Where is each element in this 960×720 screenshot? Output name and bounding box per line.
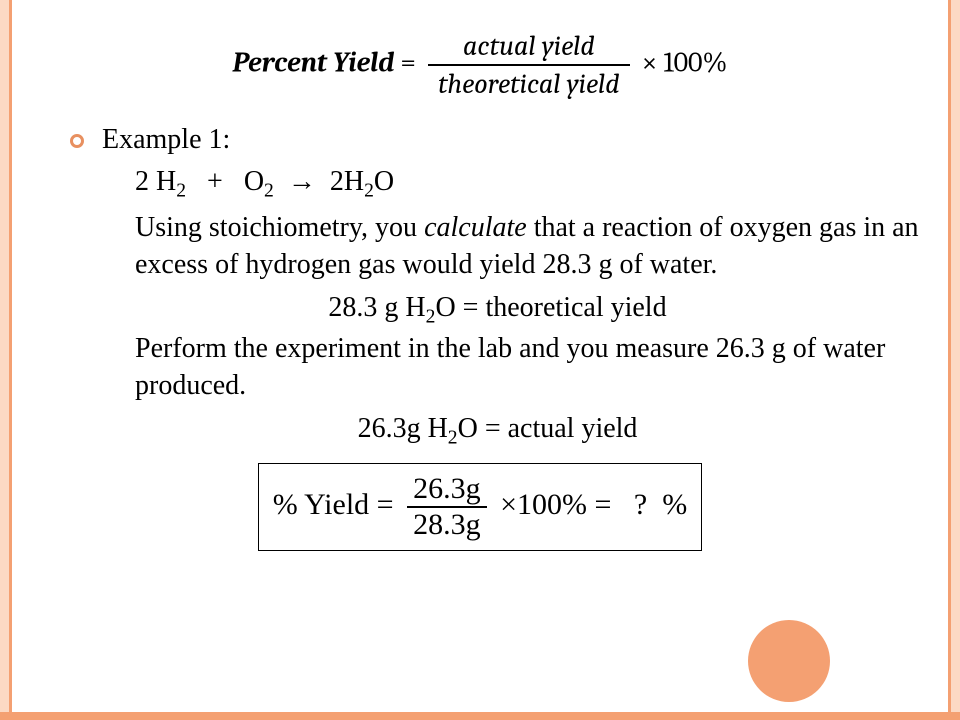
example-body: 2 H2 + O2 → 2H2O Using stoichiometry, yo… [40,164,920,284]
formula-fraction: actual yield theoretical yield [428,30,630,100]
formula-denominator: theoretical yield [428,64,630,100]
box-den: 28.3g [407,506,487,542]
box-fraction: 26.3g 28.3g [407,472,487,542]
box-num: 26.3g [407,472,487,506]
yield-calculation-box: % Yield = 26.3g 28.3g ×100% = ? % [258,463,702,551]
formula-numerator: actual yield [428,30,630,64]
paragraph-experiment: Perform the experiment in the lab and yo… [40,331,920,405]
box-rhs: ? % [619,488,687,521]
formula-times: × 100% [642,47,728,79]
frame-right [948,0,960,720]
example-heading: Example 1: [102,124,230,156]
actual-yield-line: 26.3g H2O = actual yield [135,411,860,451]
example-bullet: Example 1: [40,124,920,156]
slide-content: Percent Yield = actual yield theoretical… [40,20,920,700]
formula-lhs: Percent Yield [233,47,395,79]
box-mid: ×100% = [500,488,611,521]
percent-yield-formula: Percent Yield = actual yield theoretical… [40,30,920,100]
chemical-equation: 2 H2 + O2 → 2H2O [135,164,920,204]
frame-left [0,0,12,720]
frame-bottom [0,712,960,720]
bullet-icon [70,134,84,148]
paragraph-stoichiometry: Using stoichiometry, you calculate that … [135,210,920,284]
formula-eq: = [400,47,416,79]
theoretical-yield-line: 28.3 g H2O = theoretical yield [135,290,860,330]
box-lhs: % Yield = [273,488,394,521]
